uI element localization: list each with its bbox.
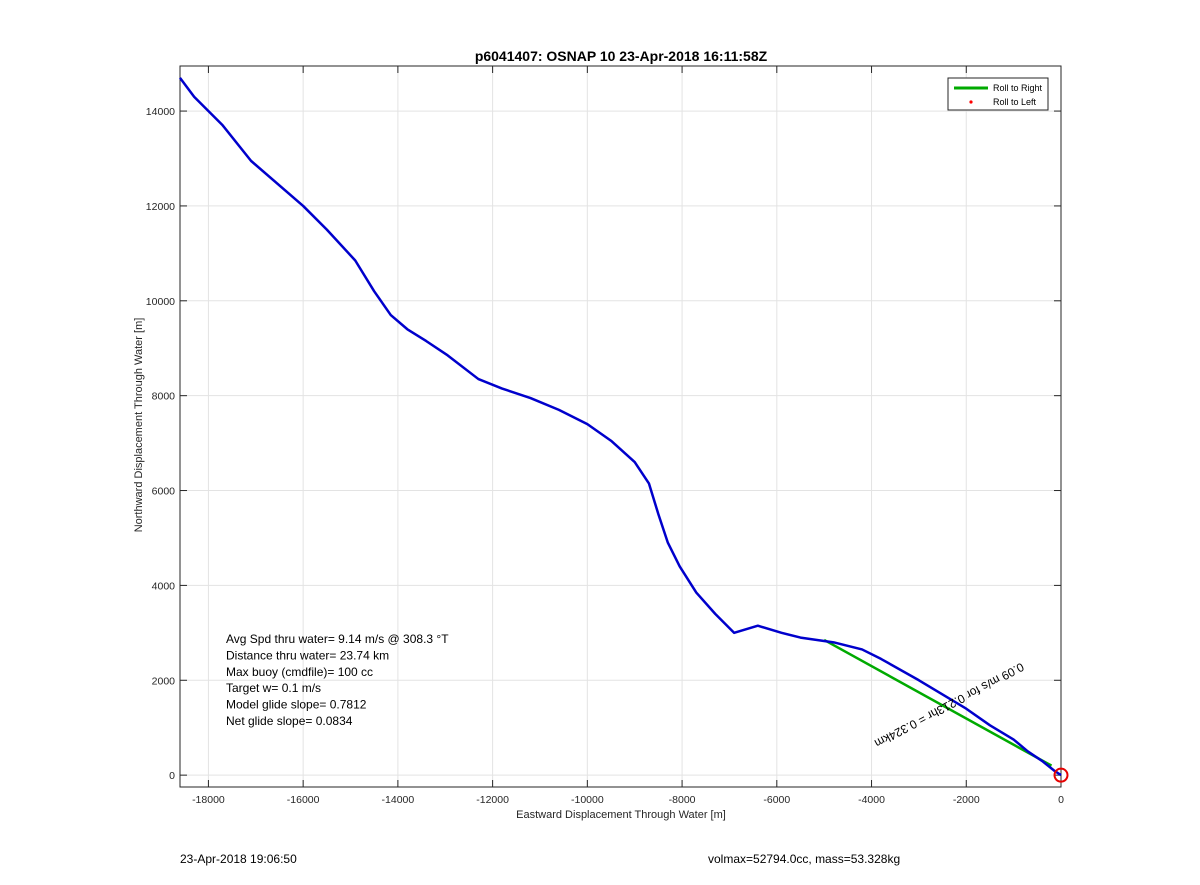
stats-line: Net glide slope= 0.0834: [226, 714, 353, 728]
x-tick-label: -10000: [571, 794, 604, 806]
grid-lines: [180, 66, 1062, 787]
x-tick-label: -16000: [287, 794, 320, 806]
legend-box: [947, 77, 1049, 111]
legend-entry-label: Roll to Right: [993, 83, 1043, 93]
legend-entry-label: Roll to Left: [993, 97, 1037, 107]
x-tick-label: -12000: [476, 794, 509, 806]
stats-block: Avg Spd thru water= 9.14 m/s @ 308.3 °T D…: [226, 632, 449, 728]
stats-line: Target w= 0.1 m/s: [226, 681, 321, 695]
y-tick-label: 0: [169, 770, 175, 782]
y-tick-label: 6000: [152, 486, 176, 498]
track-line: [178, 77, 1062, 777]
y-tick-label: 14000: [146, 106, 175, 118]
axis-ticks: -18000 -16000 -14000 -12000 -10000 -8000 -6000…: [146, 66, 1064, 806]
x-tick-label: 0: [1058, 794, 1064, 806]
stats-line: Max buoy (cmdfile)= 100 cc: [226, 665, 373, 679]
x-tick-label: -8000: [669, 794, 696, 806]
y-tick-label: 12000: [146, 201, 175, 213]
y-tick-label: 2000: [152, 675, 176, 687]
x-tick-label: -6000: [763, 794, 790, 806]
x-tick-label: -2000: [953, 794, 980, 806]
x-tick-label: -14000: [382, 794, 415, 806]
chart-title: p6041407: OSNAP 10 23-Apr-2018 16:11:58Z: [475, 48, 768, 64]
stats-line: Avg Spd thru water= 9.14 m/s @ 308.3 °T: [226, 632, 449, 646]
x-axis-label: Eastward Displacement Through Water [m]: [516, 809, 726, 821]
footer-mass-info: volmax=52794.0cc, mass=53.328kg: [708, 852, 901, 866]
legend: Roll to Right Roll to Left: [947, 77, 1049, 111]
legend-swatch-roll-left: [969, 100, 973, 104]
x-tick-label: -18000: [192, 794, 225, 806]
x-tick-label: -4000: [858, 794, 885, 806]
axes-box: [179, 65, 1062, 788]
y-tick-label: 8000: [152, 391, 176, 403]
stats-line: Model glide slope= 0.7812: [226, 698, 367, 712]
y-tick-label: 10000: [146, 296, 175, 308]
end-marker: [1053, 767, 1069, 783]
stats-line: Distance thru water= 23.74 km: [226, 648, 389, 662]
footer-timestamp: 23-Apr-2018 19:06:50: [180, 852, 297, 866]
y-axis-label: Northward Displacement Through Water [m]: [133, 318, 145, 533]
y-tick-label: 4000: [152, 580, 176, 592]
path-annotation: 0.09 m/s for 0.213hr = 0.324km: [872, 660, 1026, 751]
roll-right-segment: [823, 638, 1053, 767]
